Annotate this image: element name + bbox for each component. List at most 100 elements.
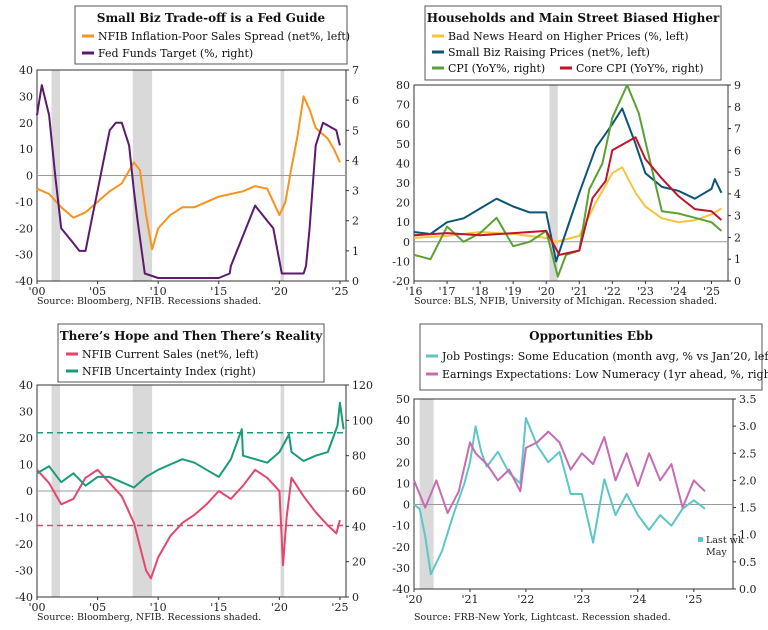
recession-band bbox=[549, 85, 558, 281]
left-tick-label: -40 bbox=[392, 583, 410, 596]
left-tick-label: 0 bbox=[26, 485, 33, 498]
left-tick-label: -30 bbox=[392, 562, 410, 575]
legend-box bbox=[74, 5, 348, 65]
plot-area: 403020100-10-20-30-4076543210'00'05'10'1… bbox=[15, 64, 359, 298]
series-line bbox=[36, 468, 341, 580]
x-tick-label: '22 bbox=[604, 285, 621, 298]
right-tick-label: 6 bbox=[734, 144, 741, 157]
left-tick-label: 30 bbox=[19, 406, 33, 419]
annotation-last-week: Last wk bbox=[706, 535, 744, 546]
legend-label: Earnings Expectations: Low Numeracy (1yr… bbox=[442, 368, 768, 381]
right-tick-label: 4 bbox=[352, 154, 359, 167]
chart-opportunities: 50 40 30 20 10 0 -10 -20 -30 -40 3.5 3.0 2.5 2.0 1.5 1.… bbox=[392, 323, 768, 623]
x-tick-label: '25 bbox=[331, 285, 348, 298]
x-tick-label: '05 bbox=[89, 601, 106, 614]
left-tick-label: -20 bbox=[392, 541, 410, 554]
left-tick-label: 60 bbox=[396, 118, 410, 131]
right-tick-label: 7 bbox=[734, 123, 741, 136]
right-tick-label: 3 bbox=[352, 185, 359, 198]
right-tick-label: 3.0 bbox=[739, 420, 757, 433]
chart-fed-guide: 403020100-10-20-30-4076543210'00'05'10'1… bbox=[15, 5, 359, 307]
x-tick-label: '15 bbox=[210, 285, 227, 298]
legend-label: NFIB Uncertainty Index (right) bbox=[82, 365, 256, 378]
x-tick-label: '05 bbox=[89, 285, 106, 298]
x-tick-label: '00 bbox=[28, 601, 45, 614]
legend-label: Core CPI (YoY%, right) bbox=[576, 62, 704, 75]
series-line bbox=[413, 136, 723, 256]
left-tick-label: -20 bbox=[15, 538, 33, 551]
left-tick-label: 20 bbox=[396, 197, 410, 210]
panel-households: 80 70 60 50 40 30 20 10 0 -10 -20 9 8 7 6 5 4 3 2 1 0'16'17 '… bbox=[384, 0, 768, 315]
x-tick-label: '21 bbox=[461, 593, 478, 606]
left-tick-label: 10 bbox=[396, 216, 410, 229]
right-tick-label: 0 bbox=[734, 275, 741, 288]
chart-title: Small Biz Trade-off is a Fed Guide bbox=[97, 11, 326, 25]
chart-title: Opportunities Ebb bbox=[529, 329, 653, 343]
left-tick-label: -30 bbox=[15, 565, 33, 578]
series-line bbox=[36, 401, 345, 489]
right-tick-label: 2 bbox=[352, 215, 359, 228]
right-tick-label: 3.5 bbox=[739, 393, 757, 406]
x-tick-label: '19 bbox=[505, 285, 522, 298]
series-line bbox=[413, 107, 723, 263]
left-tick-label: -20 bbox=[15, 222, 33, 235]
panel-opportunities: 50 40 30 20 10 0 -10 -20 -30 -40 3.5 3.0 2.5 2.0 1.5 1.… bbox=[384, 315, 768, 630]
left-tick-label: 20 bbox=[396, 456, 410, 469]
left-tick-label: -10 bbox=[392, 255, 410, 268]
legend-label: CPI (YoY%, right) bbox=[448, 62, 545, 75]
plot-frame bbox=[413, 398, 734, 590]
left-tick-label: 30 bbox=[396, 177, 410, 190]
right-tick-label: 2.0 bbox=[739, 474, 757, 487]
x-tick-label: '17 bbox=[439, 285, 456, 298]
legend-label: Small Biz Raising Prices (net%, left) bbox=[448, 46, 650, 59]
left-tick-label: 40 bbox=[396, 414, 410, 427]
x-tick-label: '24 bbox=[670, 285, 687, 298]
x-tick-label: '22 bbox=[517, 593, 534, 606]
left-tick-label: -40 bbox=[15, 591, 33, 604]
left-tick-label: 10 bbox=[396, 477, 410, 490]
series-line bbox=[413, 430, 706, 514]
x-tick-label: '21 bbox=[571, 285, 588, 298]
series-line bbox=[36, 84, 341, 279]
x-tick-label: '20 bbox=[405, 593, 422, 606]
right-tick-label: 100 bbox=[352, 414, 373, 427]
right-tick-label: 0 bbox=[352, 591, 359, 604]
legend-box bbox=[57, 323, 325, 383]
right-tick-label: 0 bbox=[352, 275, 359, 288]
series-line bbox=[413, 84, 723, 278]
right-tick-label: 40 bbox=[352, 520, 366, 533]
series-line bbox=[413, 417, 706, 576]
x-tick-label: '20 bbox=[538, 285, 555, 298]
x-tick-label: '16 bbox=[405, 285, 422, 298]
x-tick-label: '25 bbox=[703, 285, 720, 298]
legend-label: Bad News Heard on Higher Prices (%, left… bbox=[448, 30, 689, 43]
source-note: Source: FRB-New York, Lightcast. Recessi… bbox=[414, 612, 671, 623]
right-tick-label: 2 bbox=[734, 231, 741, 244]
x-tick-label: '25 bbox=[685, 593, 702, 606]
annotation-may: May bbox=[706, 547, 727, 558]
source-note: Source: Bloomberg, NFIB. Recessions shad… bbox=[37, 612, 261, 623]
right-tick-label: 5 bbox=[352, 124, 359, 137]
left-tick-label: 40 bbox=[396, 157, 410, 170]
left-tick-label: -10 bbox=[15, 512, 33, 525]
right-tick-label: 1 bbox=[352, 245, 359, 258]
left-tick-label: 0 bbox=[26, 170, 33, 183]
left-tick-label: -10 bbox=[15, 196, 33, 209]
left-tick-label: -40 bbox=[15, 275, 33, 288]
last-week-marker bbox=[698, 537, 703, 542]
left-tick-label: 50 bbox=[396, 393, 410, 406]
x-tick-label: '10 bbox=[150, 601, 167, 614]
legend-box bbox=[419, 323, 763, 391]
right-tick-label: 60 bbox=[352, 485, 366, 498]
left-tick-label: 0 bbox=[403, 499, 410, 512]
left-tick-label: 70 bbox=[396, 99, 410, 112]
x-tick-label: '20 bbox=[271, 285, 288, 298]
panel-hope-reality: 40 30 20 10 0 -10 -20 -30 -40 120 100 80 60 40 20 0'00 '… bbox=[0, 315, 384, 630]
right-tick-label: 5 bbox=[734, 166, 741, 179]
chart-title: Households and Main Street Biased Higher bbox=[427, 11, 720, 25]
left-tick-label: 30 bbox=[396, 435, 410, 448]
left-tick-label: -20 bbox=[392, 275, 410, 288]
right-tick-label: 20 bbox=[352, 556, 366, 569]
